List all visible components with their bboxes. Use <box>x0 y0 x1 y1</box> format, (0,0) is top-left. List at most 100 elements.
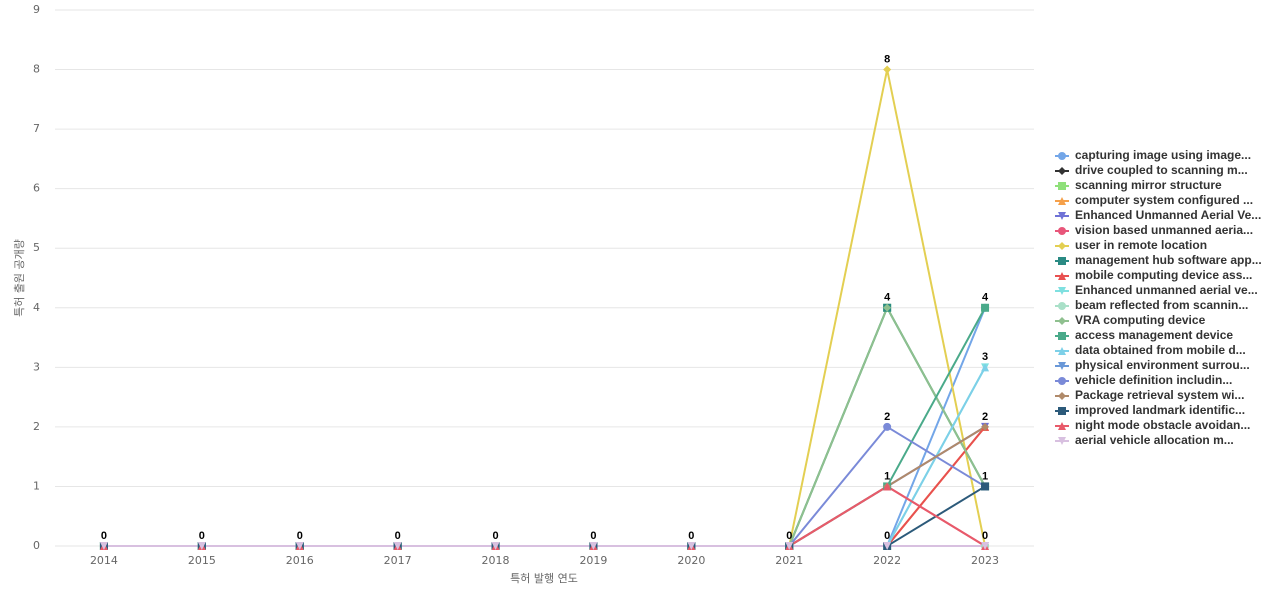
y-tick-label: 0 <box>33 539 40 552</box>
point <box>1058 272 1066 280</box>
data-label: 0 <box>395 530 401 542</box>
y-axis-label: 특허 출원 공개량 <box>13 239 26 317</box>
legend-item: improved landmark identific... <box>1055 403 1245 417</box>
x-tick-label: 2020 <box>677 554 705 567</box>
data-label: 1 <box>982 470 988 482</box>
point <box>1058 332 1066 340</box>
point <box>1058 167 1066 175</box>
data-label: 8 <box>884 53 890 65</box>
legend-item: capturing image using image... <box>1055 148 1251 162</box>
data-label: 0 <box>884 530 890 542</box>
point <box>1058 392 1066 400</box>
point <box>197 542 206 550</box>
y-tick-label: 8 <box>33 63 40 76</box>
point <box>589 542 598 550</box>
legend-label: scanning mirror structure <box>1075 178 1222 192</box>
data-label: 2 <box>982 411 988 423</box>
legend-item: vision based unmanned aeria... <box>1055 223 1253 237</box>
point <box>1058 287 1066 295</box>
data-label: 4 <box>884 292 891 304</box>
x-axis-label: 특허 발행 연도 <box>510 572 578 585</box>
x-tick-label: 2014 <box>90 554 118 567</box>
legend-label: management hub software app... <box>1075 253 1262 267</box>
legend-item: management hub software app... <box>1055 253 1262 267</box>
point <box>981 542 990 550</box>
point <box>393 542 402 550</box>
legend-label: mobile computing device ass... <box>1075 268 1252 282</box>
legend-label: computer system configured ... <box>1075 193 1253 207</box>
data-label: 0 <box>199 530 205 542</box>
point <box>1058 437 1066 445</box>
legend-item: Enhanced Unmanned Aerial Ve... <box>1055 208 1261 222</box>
point <box>981 422 990 431</box>
legend-label: Package retrieval system wi... <box>1075 388 1244 402</box>
point <box>1058 347 1066 355</box>
x-tick-label: 2023 <box>971 554 999 567</box>
data-label: 1 <box>884 470 890 482</box>
legend-item: data obtained from mobile d... <box>1055 343 1246 357</box>
legend-label: VRA computing device <box>1075 313 1206 327</box>
legend-label: beam reflected from scannin... <box>1075 298 1248 312</box>
legend-item: Package retrieval system wi... <box>1055 388 1244 402</box>
legend-label: Enhanced unmanned aerial ve... <box>1075 283 1258 297</box>
y-tick-label: 6 <box>33 182 40 195</box>
point <box>1058 242 1066 250</box>
legend-label: drive coupled to scanning m... <box>1075 163 1248 177</box>
data-label: 2 <box>884 411 890 423</box>
point <box>491 542 500 550</box>
x-tick-label: 2015 <box>188 554 216 567</box>
point <box>687 542 696 550</box>
data-label: 3 <box>982 351 988 363</box>
legend-item: beam reflected from scannin... <box>1055 298 1248 312</box>
point <box>1058 302 1066 310</box>
point <box>981 363 990 372</box>
legend-label: capturing image using image... <box>1075 148 1251 162</box>
y-tick-label: 3 <box>33 360 40 373</box>
point <box>981 303 990 312</box>
series-line <box>103 366 986 547</box>
x-tick-label: 2019 <box>579 554 607 567</box>
legend-label: Enhanced Unmanned Aerial Ve... <box>1075 208 1261 222</box>
y-tick-label: 2 <box>33 420 40 433</box>
legend-label: vehicle definition includin... <box>1075 373 1232 387</box>
y-tick-label: 7 <box>33 122 40 135</box>
y-tick-label: 5 <box>33 241 40 254</box>
point <box>1058 152 1066 160</box>
point <box>1058 197 1066 205</box>
point <box>883 303 892 312</box>
data-label: 0 <box>492 530 498 542</box>
point <box>1058 182 1066 190</box>
point <box>883 65 892 74</box>
series-line <box>103 485 986 547</box>
legend-item: night mode obstacle avoidan... <box>1055 418 1250 432</box>
point <box>1058 362 1066 370</box>
legend-item: scanning mirror structure <box>1055 178 1222 192</box>
x-tick-label: 2018 <box>482 554 510 567</box>
legend-item: physical environment surrou... <box>1055 358 1250 372</box>
series-line <box>103 485 986 547</box>
legend-item: access management device <box>1055 328 1233 342</box>
data-label: 0 <box>590 530 596 542</box>
legend-label: improved landmark identific... <box>1075 403 1245 417</box>
point <box>981 482 990 491</box>
series-line <box>103 485 986 547</box>
point <box>99 542 108 550</box>
legend-label: data obtained from mobile d... <box>1075 343 1246 357</box>
legend-item: Enhanced unmanned aerial ve... <box>1055 283 1258 297</box>
x-tick-label: 2017 <box>384 554 412 567</box>
legend-item: drive coupled to scanning m... <box>1055 163 1248 177</box>
data-label: 0 <box>688 530 694 542</box>
point <box>883 422 892 431</box>
legend-label: physical environment surrou... <box>1075 358 1250 372</box>
point <box>785 542 794 550</box>
legend-item: computer system configured ... <box>1055 193 1253 207</box>
y-tick-label: 1 <box>33 479 40 492</box>
point <box>883 542 892 550</box>
legend-item: VRA computing device <box>1055 313 1206 327</box>
y-tick-label: 4 <box>33 301 40 314</box>
data-label: 0 <box>297 530 303 542</box>
point <box>1058 377 1066 385</box>
point <box>1058 407 1066 415</box>
legend-item: aerial vehicle allocation m... <box>1055 433 1234 447</box>
legend-item: mobile computing device ass... <box>1055 268 1252 282</box>
